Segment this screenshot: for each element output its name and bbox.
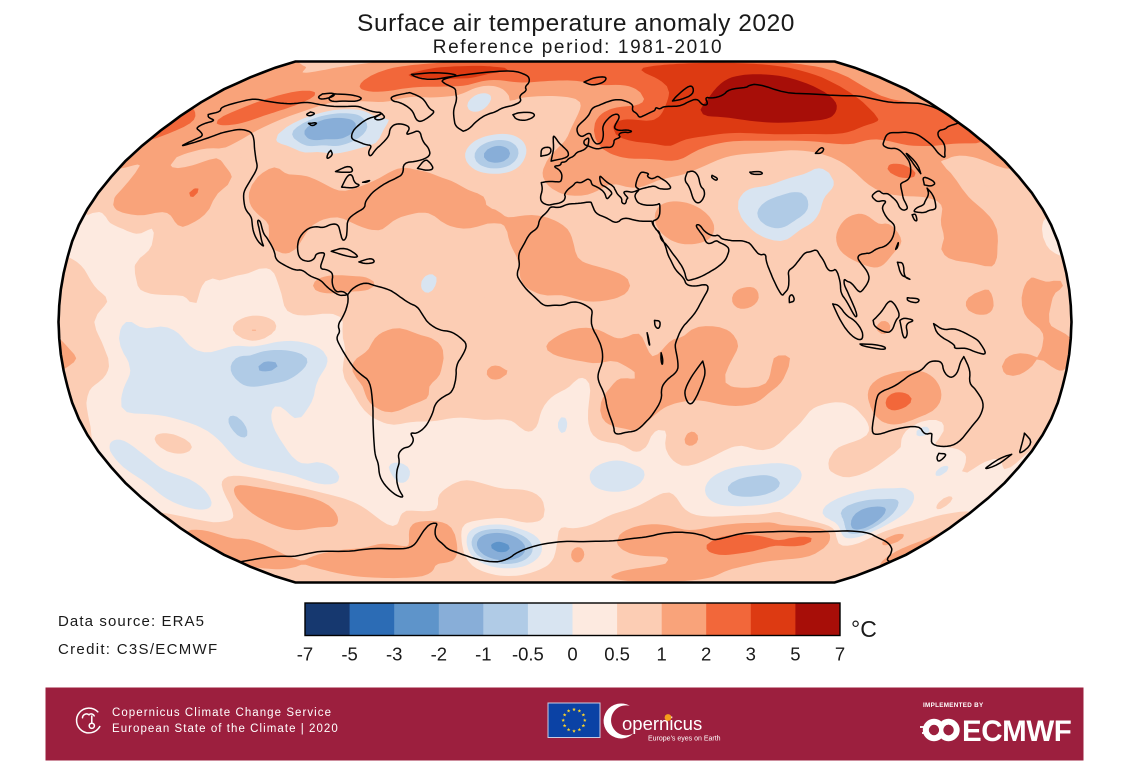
svg-text:-1: -1 [475, 644, 491, 665]
svg-text:0: 0 [567, 644, 577, 665]
svg-text:Data source: ERA5: Data source: ERA5 [58, 613, 205, 630]
svg-text:-0.5: -0.5 [512, 644, 544, 665]
svg-text:European State of the Climate: European State of the Climate | 2020 [112, 723, 339, 735]
svg-text:opernicus: opernicus [622, 713, 702, 734]
svg-text:Europe's eyes on Earth: Europe's eyes on Earth [648, 736, 721, 743]
svg-text:1: 1 [657, 644, 667, 665]
svg-text:0.5: 0.5 [604, 644, 630, 665]
svg-text:Reference period: 1981-2010: Reference period: 1981-2010 [433, 37, 723, 58]
svg-text:3: 3 [746, 644, 756, 665]
svg-text:7: 7 [835, 644, 845, 665]
svg-text:-2: -2 [431, 644, 447, 665]
svg-text:ECMWF: ECMWF [962, 715, 1071, 748]
svg-text:IMPLEMENTED BY: IMPLEMENTED BY [923, 702, 984, 709]
svg-text:5: 5 [790, 644, 800, 665]
svg-text:°C: °C [851, 616, 877, 642]
svg-text:Copernicus Climate Change Serv: Copernicus Climate Change Service [112, 707, 332, 719]
svg-text:Surface air temperature anomal: Surface air temperature anomaly 2020 [357, 10, 795, 37]
svg-text:Credit: C3S/ECMWF: Credit: C3S/ECMWF [58, 641, 218, 658]
svg-text:-3: -3 [386, 644, 402, 665]
svg-text:-7: -7 [297, 644, 313, 665]
svg-text:-5: -5 [341, 644, 357, 665]
svg-text:2: 2 [701, 644, 711, 665]
